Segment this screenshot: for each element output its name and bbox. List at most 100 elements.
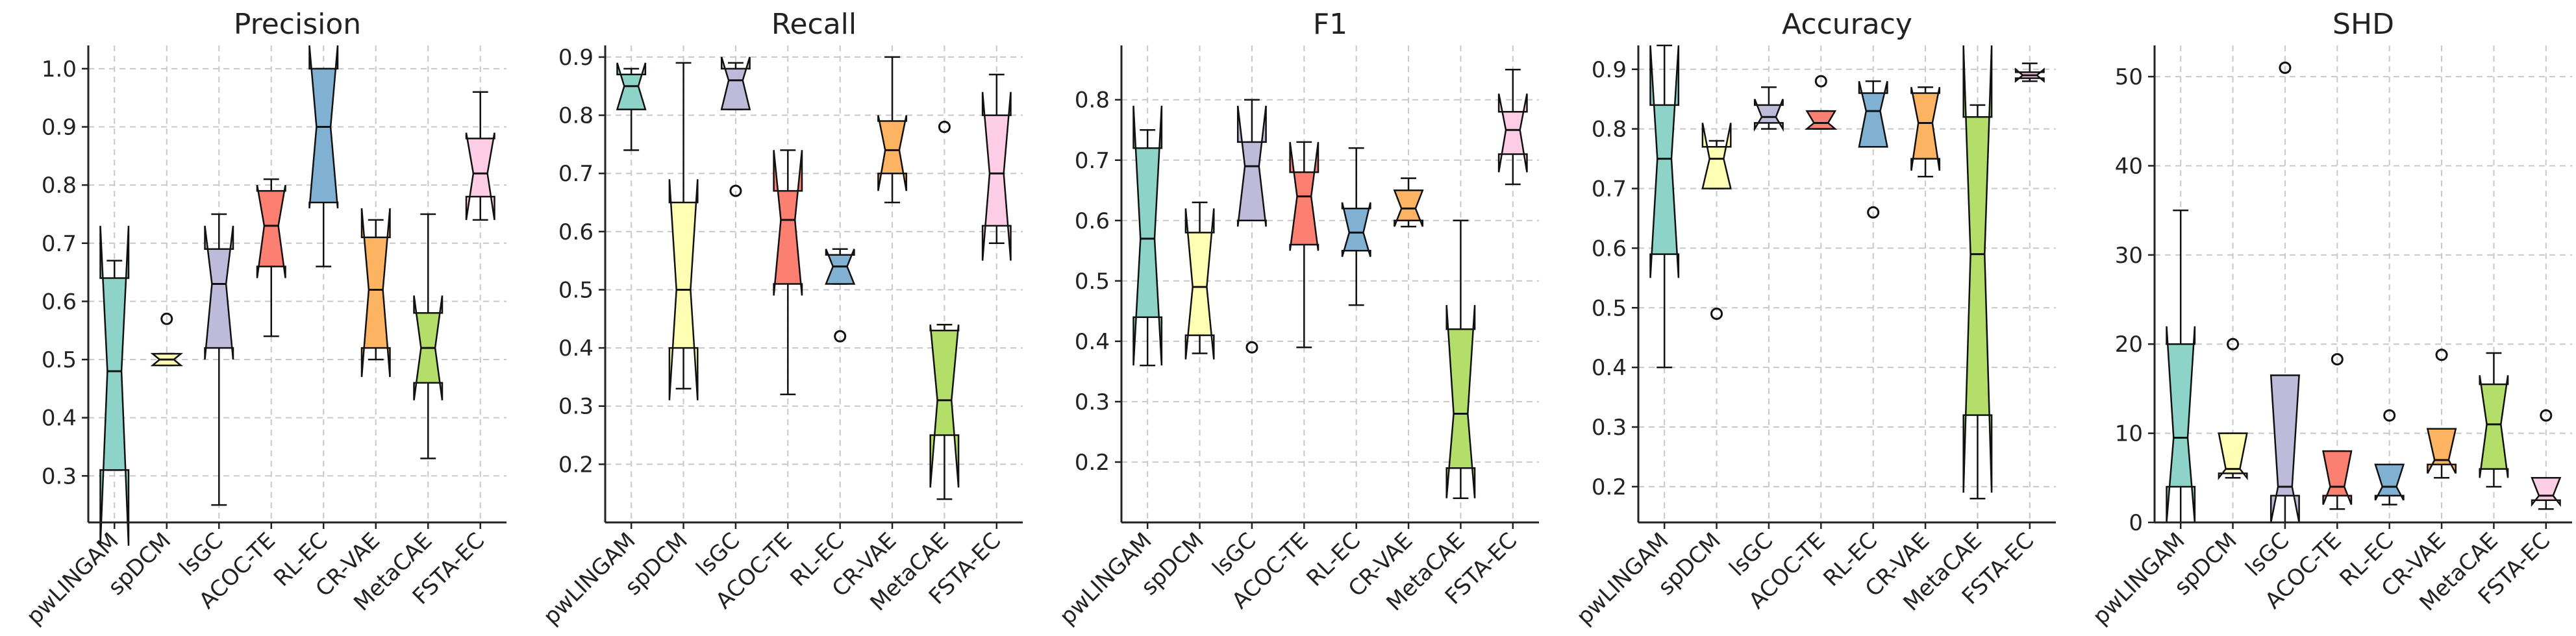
notched-box xyxy=(465,132,495,221)
notched-box xyxy=(1910,87,1941,171)
box-rl-ec xyxy=(1341,147,1371,306)
box-metacae xyxy=(929,120,960,500)
y-tick-label: 0.7 xyxy=(558,161,594,187)
y-tick-label: 0.4 xyxy=(1592,355,1627,381)
outlier-point xyxy=(2435,349,2448,361)
notched-box xyxy=(1184,208,1215,360)
box-pwlingam xyxy=(1132,105,1163,367)
panel-shd: 01020304050pwLINGAMspDCMlsGCACOC-TERL-EC… xyxy=(2088,8,2572,630)
box-spdcm xyxy=(150,312,184,367)
y-tick-label: 0.2 xyxy=(558,452,594,478)
notched-box xyxy=(2531,477,2562,508)
panel-accuracy: 0.20.30.40.50.60.70.80.9pwLINGAMspDCMlsG… xyxy=(1571,8,2056,630)
outlier-point xyxy=(938,120,951,133)
box-fsta-ec xyxy=(465,91,495,221)
y-tick-label: 0 xyxy=(2129,510,2143,536)
box-metacae xyxy=(2479,352,2509,488)
y-tick-label: 0.3 xyxy=(558,394,594,420)
notched-box xyxy=(99,225,130,546)
panel-recall: 0.20.30.40.50.60.70.80.9pwLINGAMspDCMlsG… xyxy=(538,8,1023,630)
box-lsgc xyxy=(1236,99,1267,354)
notched-box xyxy=(1445,305,1476,498)
box-lsgc xyxy=(1753,86,1784,132)
outlier-point xyxy=(160,312,173,325)
y-tick-label: 0.8 xyxy=(1592,117,1627,143)
box-acoc-te xyxy=(773,149,803,396)
y-tick-label: 0.5 xyxy=(558,277,594,303)
outlier-point xyxy=(2227,337,2240,350)
box-fsta-ec xyxy=(1497,68,1528,186)
box-acoc-te xyxy=(2322,353,2353,510)
notched-box xyxy=(981,92,1012,261)
chart-title: Precision xyxy=(234,8,361,41)
box-pwlingam xyxy=(2166,209,2196,524)
y-tick-label: 0.7 xyxy=(1592,177,1627,202)
y-tick-label: 50 xyxy=(2115,64,2143,90)
y-tick-label: 30 xyxy=(2115,243,2143,269)
notched-box xyxy=(773,150,803,296)
box-cr-vae xyxy=(877,56,908,204)
box-cr-vae xyxy=(2426,349,2457,479)
box-cr-vae xyxy=(1910,86,1941,178)
y-tick-label: 0.4 xyxy=(42,406,77,432)
box-fsta-ec xyxy=(2531,409,2562,510)
notched-box xyxy=(256,184,286,278)
chart-title: F1 xyxy=(1313,8,1347,41)
outlier-point xyxy=(1245,341,1258,354)
y-tick-label: 0.8 xyxy=(558,103,594,129)
notched-box xyxy=(2426,428,2457,474)
box-rl-ec xyxy=(308,45,339,267)
box-metacae xyxy=(1445,219,1476,500)
y-tick-label: 0.6 xyxy=(42,289,77,315)
notched-box xyxy=(2166,326,2196,523)
y-tick-label: 0.6 xyxy=(558,219,594,245)
outlier-point xyxy=(1710,307,1723,320)
box-spdcm xyxy=(1701,123,1732,320)
y-tick-label: 0.9 xyxy=(558,45,594,71)
notched-box xyxy=(360,208,391,378)
box-rl-ec xyxy=(1858,80,1888,219)
outlier-point xyxy=(2331,353,2344,366)
notched-box xyxy=(1701,123,1732,190)
y-tick-label: 0.5 xyxy=(42,347,77,373)
box-pwlingam xyxy=(616,62,647,151)
notched-box xyxy=(2479,375,2509,478)
notched-box xyxy=(1341,202,1371,257)
box-fsta-ec xyxy=(2014,62,2045,83)
notched-box xyxy=(1962,45,1993,493)
box-rl-ec xyxy=(825,248,856,343)
outlier-point xyxy=(2279,61,2292,74)
box-lsgc xyxy=(720,56,751,197)
box-metacae xyxy=(1962,45,1993,500)
box-acoc-te xyxy=(1289,141,1319,349)
box-pwlingam xyxy=(99,225,130,546)
box-spdcm xyxy=(668,62,699,400)
outlier-point xyxy=(2540,409,2553,422)
y-tick-label: 20 xyxy=(2115,332,2143,358)
y-tick-label: 40 xyxy=(2115,153,2143,179)
outlier-point xyxy=(1867,206,1880,219)
y-tick-label: 0.3 xyxy=(1075,389,1110,415)
box-cr-vae xyxy=(360,208,391,378)
notched-box xyxy=(204,225,234,360)
outlier-point xyxy=(1814,75,1827,88)
y-tick-label: 0.6 xyxy=(1592,236,1627,262)
y-tick-label: 0.9 xyxy=(42,114,77,140)
notched-box xyxy=(2322,450,2353,505)
box-rl-ec xyxy=(2374,409,2405,506)
notched-box xyxy=(1649,45,1680,278)
notched-box xyxy=(1805,110,1838,130)
box-acoc-te xyxy=(1805,75,1838,130)
notched-box xyxy=(1753,99,1784,132)
outlier-point xyxy=(2383,409,2396,422)
y-tick-label: 0.5 xyxy=(1592,295,1627,321)
y-tick-label: 0.4 xyxy=(558,336,594,361)
chart-title: SHD xyxy=(2332,8,2394,41)
y-tick-label: 0.5 xyxy=(1075,269,1110,295)
y-tick-label: 0.7 xyxy=(42,231,77,257)
y-tick-label: 0.8 xyxy=(1075,88,1110,114)
notched-box xyxy=(877,115,908,191)
box-acoc-te xyxy=(256,178,286,337)
outlier-point xyxy=(729,184,742,197)
